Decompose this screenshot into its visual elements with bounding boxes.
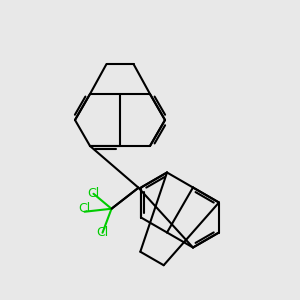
Text: Cl: Cl (78, 202, 91, 215)
Text: Cl: Cl (87, 187, 100, 200)
Text: Cl: Cl (96, 226, 109, 239)
